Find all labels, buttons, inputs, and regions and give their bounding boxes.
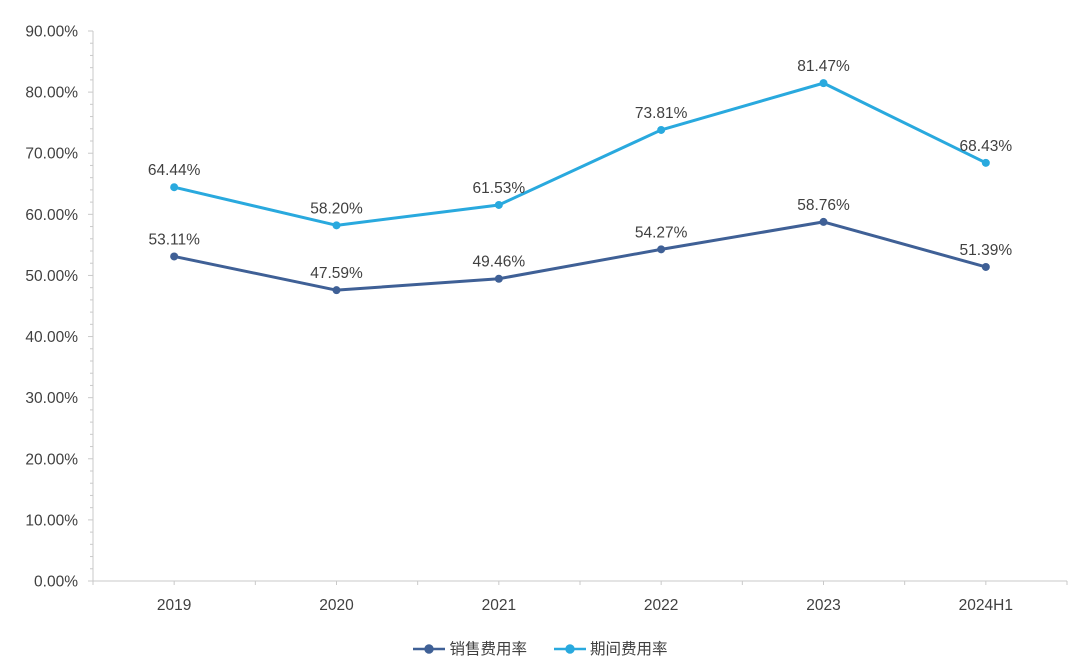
y-axis-tick-label: 90.00% bbox=[25, 24, 78, 41]
data-point-marker bbox=[819, 217, 828, 226]
y-axis-tick-label: 60.00% bbox=[25, 207, 78, 224]
legend-line-marker-icon bbox=[413, 644, 446, 654]
y-axis-tick-label: 80.00% bbox=[25, 85, 78, 102]
data-point-marker bbox=[332, 221, 341, 230]
series-line bbox=[172, 81, 988, 227]
x-axis-category-label: 2021 bbox=[482, 597, 516, 614]
legend-item-period-expense-ratio: 期间费用率 bbox=[553, 640, 668, 658]
data-point-marker bbox=[657, 245, 666, 254]
data-point-marker bbox=[981, 262, 990, 271]
legend-label: 期间费用率 bbox=[590, 640, 668, 658]
data-point-label: 49.46% bbox=[473, 254, 526, 271]
data-point-label: 54.27% bbox=[635, 224, 688, 241]
data-point-marker bbox=[494, 200, 503, 209]
data-point-marker bbox=[170, 252, 179, 261]
y-axis-tick-label: 20.00% bbox=[25, 451, 78, 468]
data-point-marker bbox=[657, 125, 666, 134]
legend-line-marker-icon bbox=[554, 644, 586, 654]
y-axis-tick-label: 70.00% bbox=[25, 146, 78, 163]
data-point-label: 47.59% bbox=[310, 265, 363, 282]
data-point-label: 51.39% bbox=[960, 242, 1013, 259]
data-point-label: 58.20% bbox=[310, 200, 363, 217]
y-axis-tick-label: 0.00% bbox=[34, 574, 78, 591]
data-point-label: 64.44% bbox=[148, 162, 201, 179]
data-point-label: 58.76% bbox=[797, 197, 850, 214]
x-axis-category-label: 2023 bbox=[806, 597, 840, 614]
y-axis-tick-label: 40.00% bbox=[25, 329, 78, 346]
chart-legend: 销售费用率 期间费用率 bbox=[0, 640, 1080, 658]
data-point-marker bbox=[981, 158, 990, 167]
x-axis-category-label: 2022 bbox=[644, 597, 678, 614]
data-point-marker bbox=[819, 79, 828, 88]
data-point-label: 61.53% bbox=[473, 180, 526, 197]
x-axis-category-label: 2020 bbox=[319, 597, 354, 614]
data-point-marker bbox=[332, 286, 341, 295]
legend-label: 销售费用率 bbox=[449, 640, 527, 658]
data-point-marker bbox=[170, 183, 179, 192]
series-line bbox=[172, 220, 988, 292]
y-axis-tick-label: 10.00% bbox=[25, 512, 78, 529]
x-axis-category-label: 2019 bbox=[157, 597, 191, 614]
legend-item-sales-expense-ratio: 销售费用率 bbox=[412, 640, 527, 658]
data-point-label: 68.43% bbox=[960, 138, 1013, 155]
data-point-label: 73.81% bbox=[635, 105, 688, 122]
x-axis-category-label: 2024H1 bbox=[959, 597, 1013, 614]
y-axis-tick-label: 30.00% bbox=[25, 390, 78, 407]
data-point-label: 53.11% bbox=[148, 231, 200, 248]
y-axis-tick-label: 50.00% bbox=[25, 268, 78, 285]
data-point-label: 81.47% bbox=[797, 58, 850, 75]
data-point-marker bbox=[494, 274, 503, 283]
